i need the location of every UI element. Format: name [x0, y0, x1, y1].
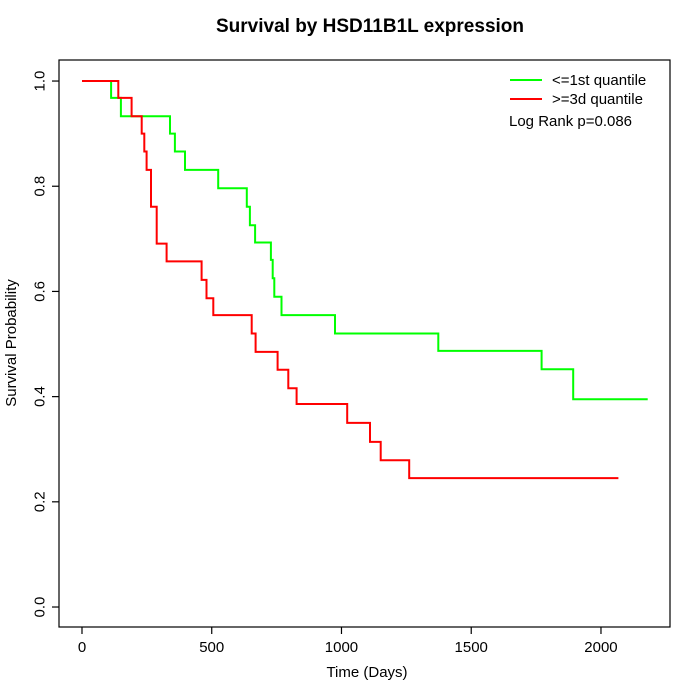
y-axis-label: Survival Probability: [3, 279, 20, 407]
y-tick-label: 0.8: [32, 176, 49, 197]
chart-title: Survival by HSD11B1L expression: [216, 16, 524, 37]
survival-curves: [82, 80, 648, 480]
x-tick-label: 2000: [584, 639, 617, 656]
survival-curve-third-quantile: [82, 80, 619, 480]
legend-label-third-quantile: >=3d quantile: [552, 91, 643, 108]
log-rank-annotation: Log Rank p=0.086: [509, 113, 632, 130]
x-tick-label: 500: [199, 639, 224, 656]
y-axis-ticks: 0.0 0.2 0.4 0.6 0.8 1.0: [32, 71, 59, 618]
plot-box: [58, 59, 671, 628]
x-axis-label: Time (Days): [326, 664, 407, 681]
legend: <=1st quantile >=3d quantile Log Rank p=…: [509, 72, 646, 130]
y-tick-label: 0.4: [32, 386, 49, 407]
x-axis-ticks: 0 500 1000 1500 2000: [78, 627, 618, 656]
legend-label-first-quantile: <=1st quantile: [552, 72, 646, 89]
x-tick-label: 0: [78, 639, 86, 656]
y-tick-label: 0.2: [32, 491, 49, 512]
x-tick-label: 1500: [455, 639, 488, 656]
y-tick-label: 0.6: [32, 281, 49, 302]
y-tick-label: 1.0: [32, 71, 49, 92]
survival-curve-first-quantile: [82, 80, 648, 401]
x-tick-label: 1000: [325, 639, 358, 656]
y-tick-label: 0.0: [32, 597, 49, 618]
